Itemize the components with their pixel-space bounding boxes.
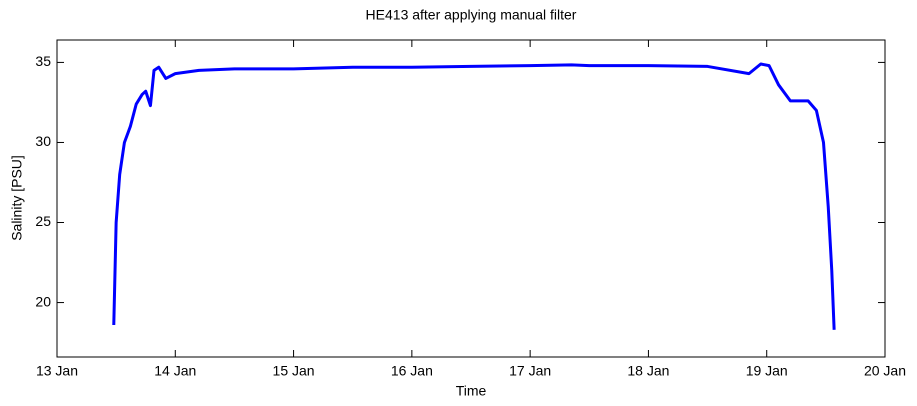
x-tick-label: 14 Jan <box>154 363 196 379</box>
x-axis-label: Time <box>456 383 487 399</box>
y-tick-label: 35 <box>35 53 51 69</box>
x-tick-label: 19 Jan <box>746 363 788 379</box>
plot-frame <box>56 39 886 358</box>
x-tick-label: 17 Jan <box>509 363 551 379</box>
data-line <box>112 62 836 330</box>
y-axis-label: Salinity [PSU] <box>9 155 25 241</box>
chart-title: HE413 after applying manual filter <box>366 7 577 23</box>
y-tick-label: 25 <box>35 213 51 229</box>
y-tick-label: 30 <box>35 133 51 149</box>
x-tick-label: 20 Jan <box>864 363 906 379</box>
y-tick-label: 20 <box>35 293 51 309</box>
x-tick-label: 16 Jan <box>391 363 433 379</box>
x-tick-label: 15 Jan <box>273 363 315 379</box>
x-tick-label: 18 Jan <box>627 363 669 379</box>
x-tick-label: 13 Jan <box>36 363 78 379</box>
